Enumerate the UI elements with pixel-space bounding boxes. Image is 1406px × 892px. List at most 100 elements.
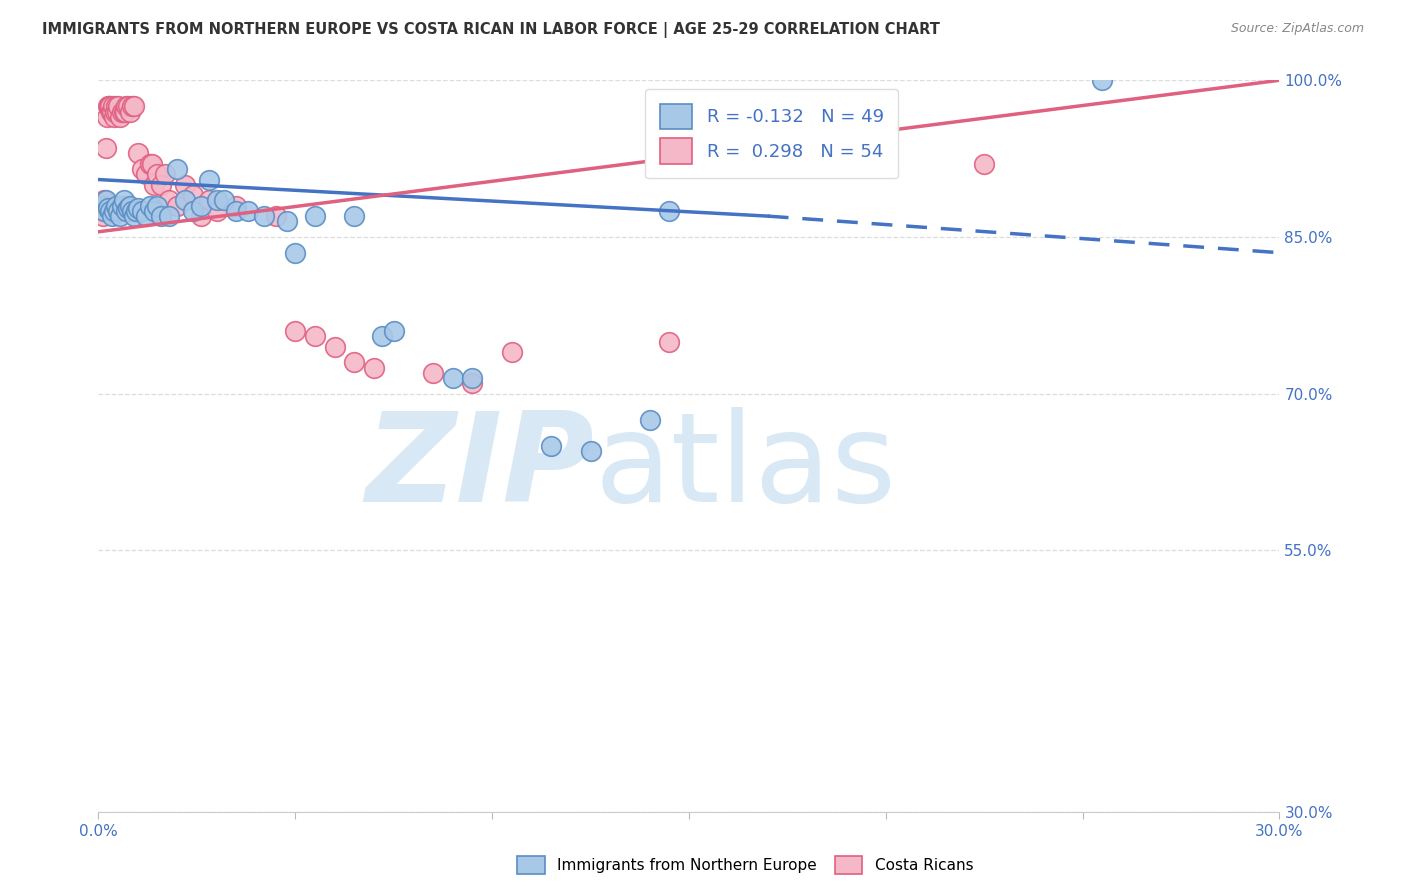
- Point: [190, 199, 212, 213]
- Point: [115, 99, 138, 113]
- Point: [422, 366, 444, 380]
- Point: [107, 99, 129, 113]
- Point: [181, 188, 204, 202]
- Point: [118, 104, 141, 119]
- Point: [658, 334, 681, 349]
- Point: [131, 203, 153, 218]
- Text: Source: ZipAtlas.com: Source: ZipAtlas.com: [1230, 22, 1364, 36]
- Point: [658, 203, 681, 218]
- Point: [214, 194, 236, 208]
- Point: [501, 345, 523, 359]
- Point: [118, 199, 141, 213]
- Point: [323, 340, 346, 354]
- Point: [103, 99, 125, 113]
- Point: [382, 324, 405, 338]
- Point: [96, 194, 118, 208]
- Point: [174, 178, 197, 192]
- Point: [236, 203, 259, 218]
- Point: [108, 209, 131, 223]
- Point: [107, 203, 129, 218]
- Point: [540, 439, 562, 453]
- Point: [142, 178, 165, 192]
- Legend: R = -0.132   N = 49, R =  0.298   N = 54: R = -0.132 N = 49, R = 0.298 N = 54: [645, 89, 898, 178]
- Point: [638, 413, 661, 427]
- Point: [97, 99, 120, 113]
- Point: [101, 209, 124, 223]
- Point: [1091, 73, 1114, 87]
- Point: [91, 199, 114, 213]
- Point: [461, 371, 484, 385]
- Point: [371, 329, 394, 343]
- Point: [284, 324, 307, 338]
- Point: [93, 194, 115, 208]
- Point: [114, 104, 136, 119]
- Point: [166, 199, 188, 213]
- Point: [98, 203, 121, 218]
- Point: [117, 201, 139, 215]
- Point: [105, 104, 128, 119]
- Point: [89, 199, 111, 213]
- Point: [112, 104, 135, 119]
- Point: [105, 99, 128, 113]
- Point: [205, 203, 228, 218]
- Point: [131, 162, 153, 177]
- Point: [138, 199, 160, 213]
- Point: [94, 141, 117, 155]
- Point: [115, 203, 138, 218]
- Point: [205, 194, 228, 208]
- Point: [125, 203, 148, 218]
- Point: [157, 209, 180, 223]
- Point: [190, 209, 212, 223]
- Point: [225, 203, 247, 218]
- Point: [122, 99, 145, 113]
- Point: [973, 157, 995, 171]
- Point: [100, 104, 122, 119]
- Point: [93, 203, 115, 218]
- Point: [111, 104, 134, 119]
- Point: [181, 203, 204, 218]
- Text: IMMIGRANTS FROM NORTHERN EUROPE VS COSTA RICAN IN LABOR FORCE | AGE 25-29 CORREL: IMMIGRANTS FROM NORTHERN EUROPE VS COSTA…: [42, 22, 941, 38]
- Point: [117, 99, 139, 113]
- Point: [253, 209, 276, 223]
- Point: [155, 167, 177, 181]
- Point: [101, 104, 124, 119]
- Point: [363, 360, 385, 375]
- Text: ZIP: ZIP: [366, 408, 595, 528]
- Point: [127, 201, 149, 215]
- Point: [146, 167, 169, 181]
- Point: [225, 199, 247, 213]
- Point: [96, 110, 118, 124]
- Point: [174, 194, 197, 208]
- Point: [284, 245, 307, 260]
- Point: [166, 162, 188, 177]
- Point: [91, 209, 114, 223]
- Point: [135, 209, 157, 223]
- Point: [197, 194, 219, 208]
- Text: atlas: atlas: [595, 408, 897, 528]
- Point: [122, 209, 145, 223]
- Point: [304, 209, 326, 223]
- Point: [579, 444, 602, 458]
- Point: [150, 178, 173, 192]
- Point: [441, 371, 464, 385]
- Point: [98, 99, 121, 113]
- Point: [197, 172, 219, 186]
- Point: [127, 146, 149, 161]
- Point: [141, 157, 163, 171]
- Point: [97, 201, 120, 215]
- Point: [91, 203, 114, 218]
- Point: [150, 209, 173, 223]
- Point: [343, 209, 366, 223]
- Point: [108, 110, 131, 124]
- Point: [103, 110, 125, 124]
- Point: [103, 203, 125, 218]
- Point: [121, 203, 143, 218]
- Point: [461, 376, 484, 391]
- Point: [112, 194, 135, 208]
- Point: [146, 199, 169, 213]
- Point: [98, 99, 121, 113]
- Point: [111, 199, 134, 213]
- Point: [157, 194, 180, 208]
- Legend: Immigrants from Northern Europe, Costa Ricans: Immigrants from Northern Europe, Costa R…: [510, 850, 980, 880]
- Point: [276, 214, 298, 228]
